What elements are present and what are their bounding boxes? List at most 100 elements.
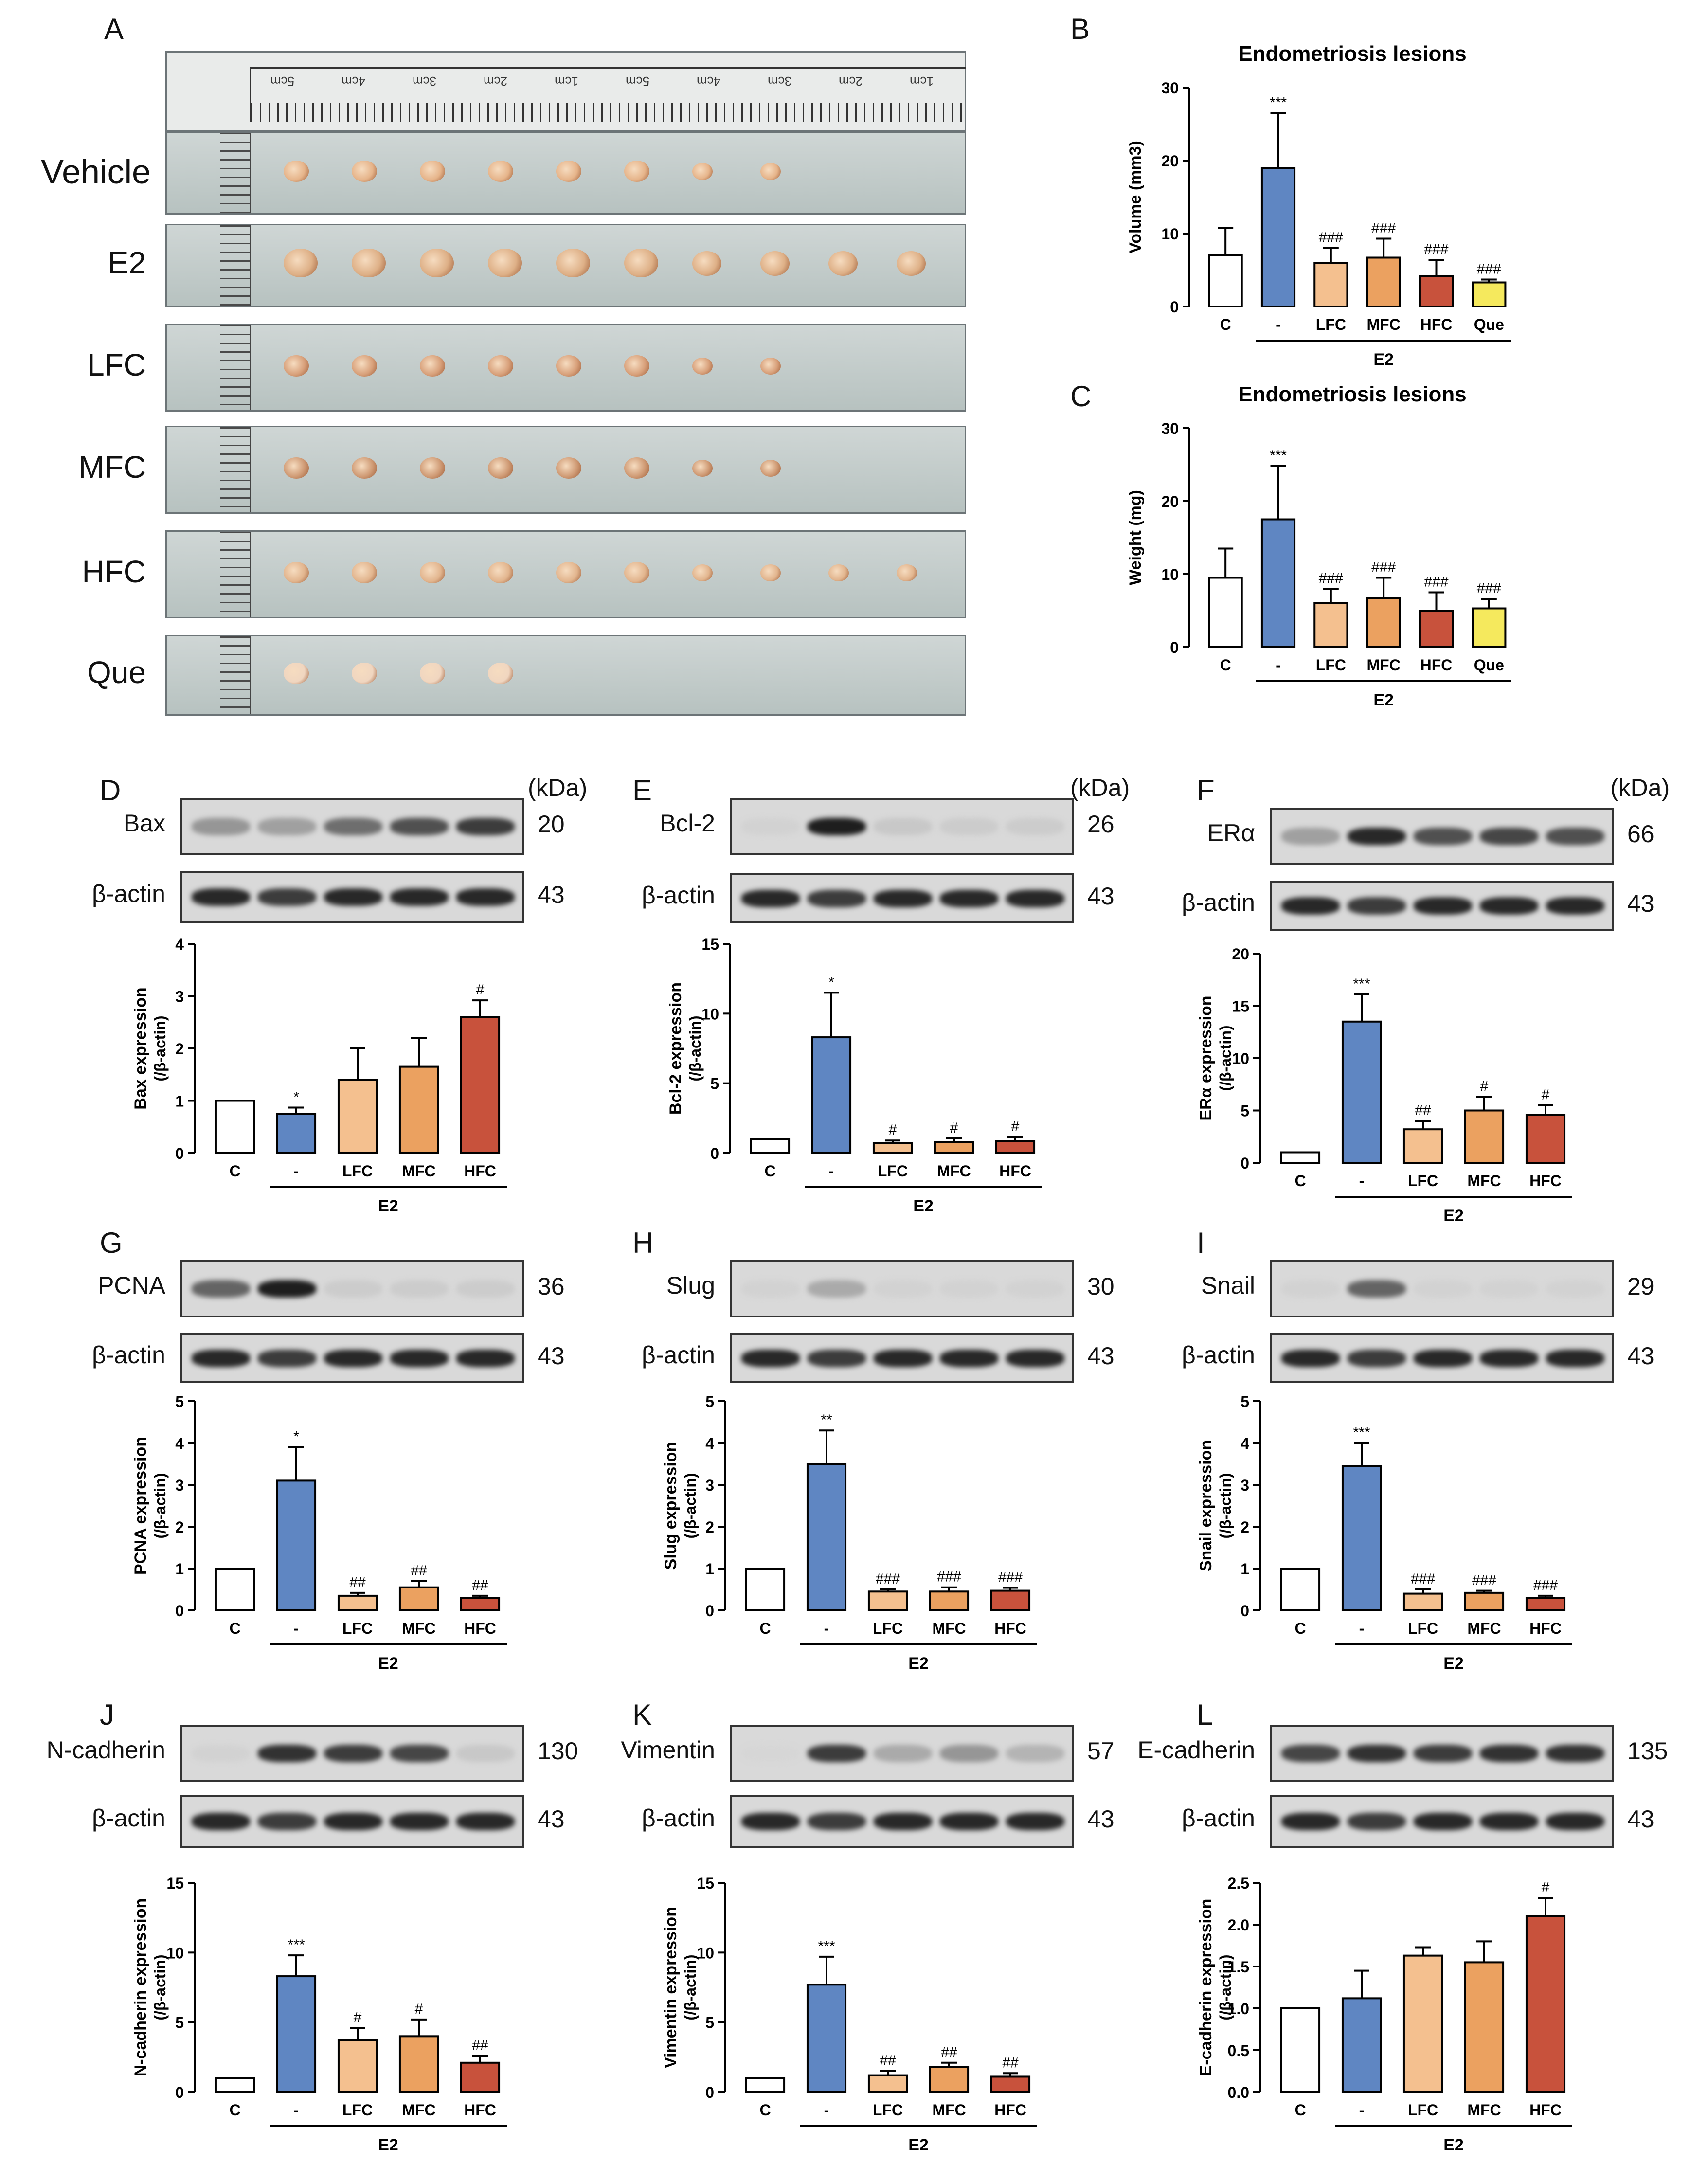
lesion — [624, 355, 649, 377]
band — [1006, 1280, 1064, 1298]
band — [1348, 1745, 1406, 1762]
group-label: E2 — [1373, 350, 1394, 369]
band — [1480, 1349, 1538, 1367]
significance-label: ### — [876, 1571, 900, 1587]
y-axis-sublabel: (/β-actin) — [1217, 1473, 1234, 1538]
band — [874, 1813, 932, 1830]
bar — [398, 2035, 439, 2093]
group-label: E2 — [378, 2136, 398, 2154]
lesion — [692, 564, 713, 582]
y-axis-label: Volume (mm3) — [1126, 141, 1145, 253]
lesion — [284, 355, 309, 377]
beta-actin-label: β-actin — [641, 1804, 715, 1832]
y-tick-label: 15 — [166, 1875, 184, 1892]
band — [1348, 1349, 1406, 1367]
target-label: Bcl-2 — [660, 810, 715, 837]
category-label: HFC — [1529, 2101, 1562, 2119]
band — [1546, 828, 1604, 845]
category-label: - — [294, 1620, 299, 1637]
y-tick-label: 1 — [1241, 1560, 1249, 1578]
y-tick-label: 10 — [166, 1944, 184, 1962]
panel-letter-e: E — [632, 774, 652, 807]
category-label: HFC — [464, 1162, 496, 1180]
band — [1281, 1745, 1340, 1762]
significance-label: ### — [1371, 220, 1396, 236]
bar — [990, 2075, 1031, 2093]
target-blot — [730, 798, 1074, 855]
y-tick-label: 5 — [710, 1075, 719, 1093]
chart-j: 0 5 10 15 N-cadherin expression (/β-actin) C **… — [131, 1875, 507, 2154]
photo-row-label-que: Que — [87, 655, 146, 690]
category-label: MFC — [1367, 656, 1401, 674]
y-tick-label: 2 — [175, 1040, 184, 1058]
lesion — [828, 251, 858, 276]
panel-letter-l: L — [1197, 1698, 1213, 1731]
side-ruler — [167, 636, 251, 714]
category-label: - — [1359, 1172, 1365, 1190]
chart-i: 0 1 2 3 4 5 Snail expression (/β-actin) C *** - ###… — [1197, 1393, 1572, 1673]
y-axis-sublabel: (/β-actin) — [151, 1473, 169, 1538]
band — [456, 1280, 515, 1298]
target-kda: 130 — [538, 1737, 578, 1765]
beta-actin-blot — [1270, 1795, 1614, 1848]
band — [390, 1349, 449, 1367]
band — [741, 889, 800, 907]
significance-label: ### — [1477, 261, 1501, 277]
beta-actin-blot — [730, 1795, 1074, 1848]
category-label: C — [229, 1620, 240, 1637]
beta-actin-label: β-actin — [91, 880, 165, 907]
bar — [1341, 1465, 1382, 1612]
band — [940, 1349, 998, 1367]
lesion — [624, 160, 649, 182]
band — [324, 888, 382, 906]
lesion-strip-hfc — [165, 530, 966, 618]
lesion — [420, 248, 454, 277]
y-tick-label: 4 — [175, 1435, 184, 1452]
lesion — [556, 355, 581, 377]
bar — [929, 2066, 970, 2093]
significance-label: *** — [1353, 976, 1370, 992]
beta-actin-kda: 43 — [1627, 889, 1654, 917]
bar — [1464, 1961, 1505, 2093]
y-axis-sublabel: (/β-actin) — [1217, 1954, 1234, 2020]
significance-label: ### — [1533, 1577, 1558, 1593]
ruler-strip: 5cm 4cm 3cm 2cm 1cm 5cm 4cm 3cm 2cm 1cm — [165, 51, 966, 132]
y-tick-label: 1.0 — [1228, 2000, 1249, 2018]
bar — [337, 1594, 378, 1611]
y-tick-label: 20 — [1161, 493, 1179, 510]
category-label: HFC — [994, 2101, 1026, 2119]
band — [874, 1349, 932, 1367]
photo-row-label-lfc: LFC — [87, 347, 146, 382]
target-label: Bax — [123, 810, 165, 837]
y-tick-label: 10 — [1161, 566, 1179, 583]
category-label: MFC — [1467, 1620, 1501, 1637]
bar — [337, 1079, 378, 1154]
significance-label: * — [828, 974, 834, 990]
y-tick-label: 10 — [1161, 225, 1179, 243]
band — [324, 1813, 382, 1830]
bar — [750, 1138, 791, 1154]
y-tick-label: 30 — [1161, 420, 1179, 437]
significance-label: *** — [1270, 448, 1287, 464]
y-axis-label: Snail expression — [1197, 1440, 1215, 1571]
significance-label: # — [354, 2009, 362, 2025]
bar — [215, 1568, 255, 1611]
target-label: E-cadherin — [1137, 1736, 1255, 1764]
lesion — [897, 564, 917, 582]
y-tick-label: 3 — [175, 1477, 184, 1494]
y-axis-label: Bax expression — [131, 987, 150, 1109]
band — [192, 888, 250, 906]
target-kda: 66 — [1627, 820, 1654, 848]
band — [874, 1745, 932, 1762]
group-label: E2 — [1443, 2136, 1464, 2154]
lesion — [624, 561, 649, 583]
band — [1414, 897, 1472, 915]
beta-actin-label: β-actin — [1181, 888, 1255, 916]
bar — [276, 1479, 317, 1611]
y-axis-label: Weight (mg) — [1126, 490, 1145, 585]
target-label: ERα — [1207, 819, 1255, 847]
kda-header: (kDa) — [528, 774, 588, 801]
significance-label: ### — [937, 1569, 961, 1585]
target-kda: 135 — [1627, 1737, 1668, 1765]
band — [1348, 828, 1406, 845]
